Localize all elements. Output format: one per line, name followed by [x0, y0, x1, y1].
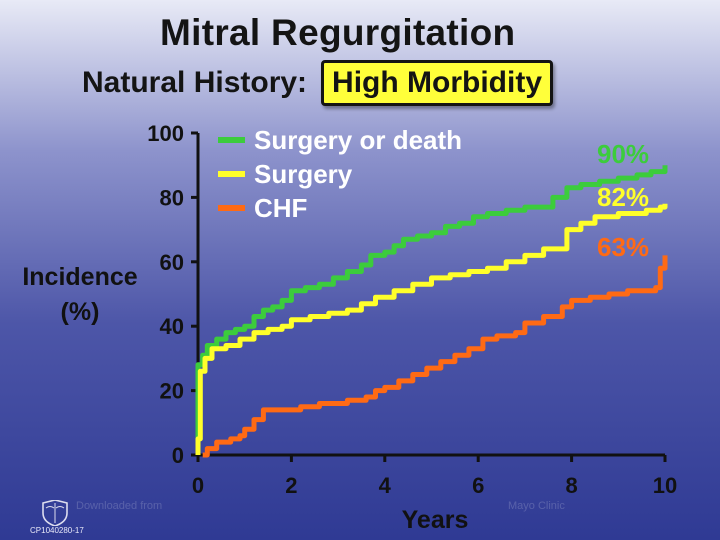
legend-label-surgery: Surgery [254, 159, 353, 189]
x-tick-label: 0 [192, 473, 204, 498]
end-labels: 90% 82% 63% [597, 139, 649, 262]
x-tick-label: 8 [565, 473, 577, 498]
slide-code: CP1040280-17 [30, 526, 84, 535]
highlight-badge: High Morbidity [321, 60, 554, 106]
series-line-surgery [195, 203, 668, 455]
x-tick-label: 10 [653, 473, 677, 498]
y-tick-label: 80 [160, 185, 184, 210]
series-line-chf [202, 255, 668, 458]
series-layer [195, 165, 668, 458]
y-tick-label: 20 [160, 379, 184, 404]
mayo-shield-icon [42, 500, 68, 526]
end-label-surgery: 82% [597, 182, 649, 212]
legend-label-surgery-or-death: Surgery or death [254, 125, 462, 155]
slide-title: Mitral Regurgitation [160, 12, 516, 53]
faint-footer-right: Mayo Clinic [508, 500, 565, 512]
end-label-chf: 63% [597, 232, 649, 262]
subtitle-row: Natural History: High Morbidity [82, 60, 554, 106]
legend-label-chf: CHF [254, 193, 307, 223]
faint-footer-left: Downloaded from [76, 500, 163, 512]
x-tick-label: 4 [379, 473, 392, 498]
chart-legend: Surgery or death Surgery CHF [218, 125, 462, 223]
x-axis-label: Years [402, 506, 469, 534]
y-axis-label-line-1: Incidence [22, 263, 137, 291]
slide-subtitle: Natural History: [82, 66, 308, 99]
axis-ticks: 0 20 40 60 80 100 0 2 4 6 8 10 [147, 121, 677, 498]
series-line-surgery-or-death [195, 165, 668, 455]
y-tick-label: 100 [147, 121, 184, 146]
y-tick-label: 40 [160, 314, 184, 339]
end-label-surgery-or-death: 90% [597, 139, 649, 169]
y-axis-label-line-2: (%) [61, 298, 100, 326]
x-tick-label: 6 [472, 473, 484, 498]
y-tick-label: 60 [160, 250, 184, 275]
x-tick-label: 2 [285, 473, 297, 498]
y-tick-label: 0 [172, 443, 184, 468]
